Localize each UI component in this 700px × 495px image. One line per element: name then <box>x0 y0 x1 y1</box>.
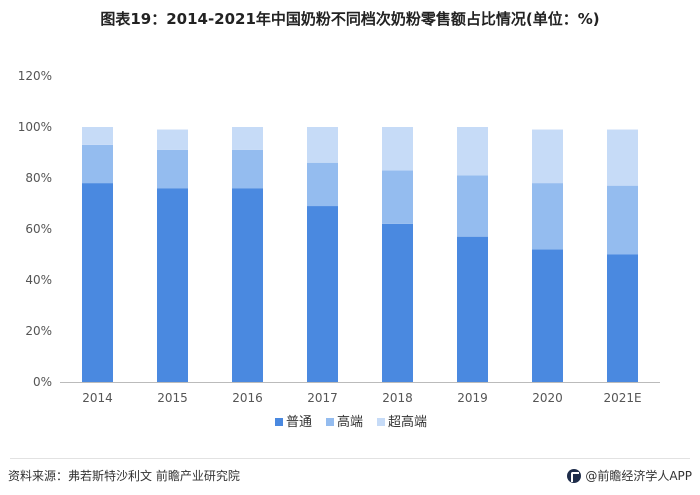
bar-segment-super-premium <box>307 127 338 163</box>
bar-segment-regular <box>157 188 188 382</box>
y-tick-label: 60% <box>25 222 52 236</box>
bar-segment-super-premium <box>457 127 488 176</box>
bar-segment-super-premium <box>382 127 413 171</box>
bar-segment-premium <box>307 162 338 207</box>
brand-logo-icon <box>567 468 582 483</box>
y-tick-label: 100% <box>18 120 52 134</box>
legend-label-super-premium: 超高端 <box>388 414 427 430</box>
x-tick-label: 2020 <box>532 391 563 405</box>
x-axis: 2014 2015 2016 2017 2018 2019 2020 2021E <box>82 391 641 405</box>
y-tick-label: 80% <box>25 171 52 185</box>
legend-swatch-super-premium <box>377 418 385 426</box>
bar-segment-premium <box>607 185 638 255</box>
bar-segment-regular <box>457 236 488 382</box>
legend-label-regular: 普通 <box>286 415 312 430</box>
legend: 普通 高端 超高端 <box>275 414 427 430</box>
legend-swatch-premium <box>326 418 334 426</box>
bar-segment-regular <box>532 249 563 382</box>
bar-segment-regular <box>232 188 263 382</box>
bar-segment-regular <box>307 206 338 382</box>
bar-segment-premium <box>232 149 263 189</box>
bar-segment-regular <box>607 254 638 382</box>
y-tick-label: 20% <box>25 324 52 338</box>
x-tick-label: 2016 <box>232 391 263 405</box>
bar-series <box>82 127 638 382</box>
y-tick-label: 120% <box>18 69 52 83</box>
bar-segment-premium <box>532 183 563 250</box>
bar-segment-premium <box>457 175 488 237</box>
bar-segment-super-premium <box>232 127 263 150</box>
chart-title: 图表19：2014-2021年中国奶粉不同档次奶粉零售额占比情况(单位：%) <box>100 10 600 28</box>
y-axis: 0% 20% 40% 60% 80% 100% 120% <box>18 69 52 389</box>
stacked-bar-chart: 0%20%40%60%80%100%120% 2014 2015 2016 2017 2… <box>18 69 660 430</box>
footer-divider <box>10 458 690 459</box>
bar-segment-super-premium <box>157 129 188 150</box>
y-tick-label: 0% <box>33 375 52 389</box>
bar-segment-regular <box>82 183 113 382</box>
x-tick-label: 2015 <box>157 391 188 405</box>
bar-segment-super-premium <box>607 129 638 186</box>
bar-segment-regular <box>382 223 413 382</box>
x-tick-label: 2017 <box>307 391 338 405</box>
x-tick-label: 2018 <box>382 391 413 405</box>
x-tick-label: 2019 <box>457 391 488 405</box>
bar-segment-super-premium <box>532 129 563 184</box>
source-note: 资料来源：弗若斯特沙利文 前瞻产业研究院 <box>8 469 240 483</box>
x-tick-label: 2014 <box>82 391 113 405</box>
bar-segment-premium <box>157 149 188 189</box>
bar-segment-super-premium <box>82 127 113 145</box>
bar-segment-premium <box>382 170 413 224</box>
bar-segment-premium <box>82 144 113 184</box>
legend-label-premium: 高端 <box>337 414 363 430</box>
legend-swatch-regular <box>275 418 283 426</box>
x-tick-label: 2021E <box>603 391 641 405</box>
brand-text: @前瞻经济学人APP <box>585 469 692 483</box>
brand-credit: @前瞻经济学人APP <box>567 467 692 484</box>
y-tick-label: 40% <box>25 273 52 287</box>
